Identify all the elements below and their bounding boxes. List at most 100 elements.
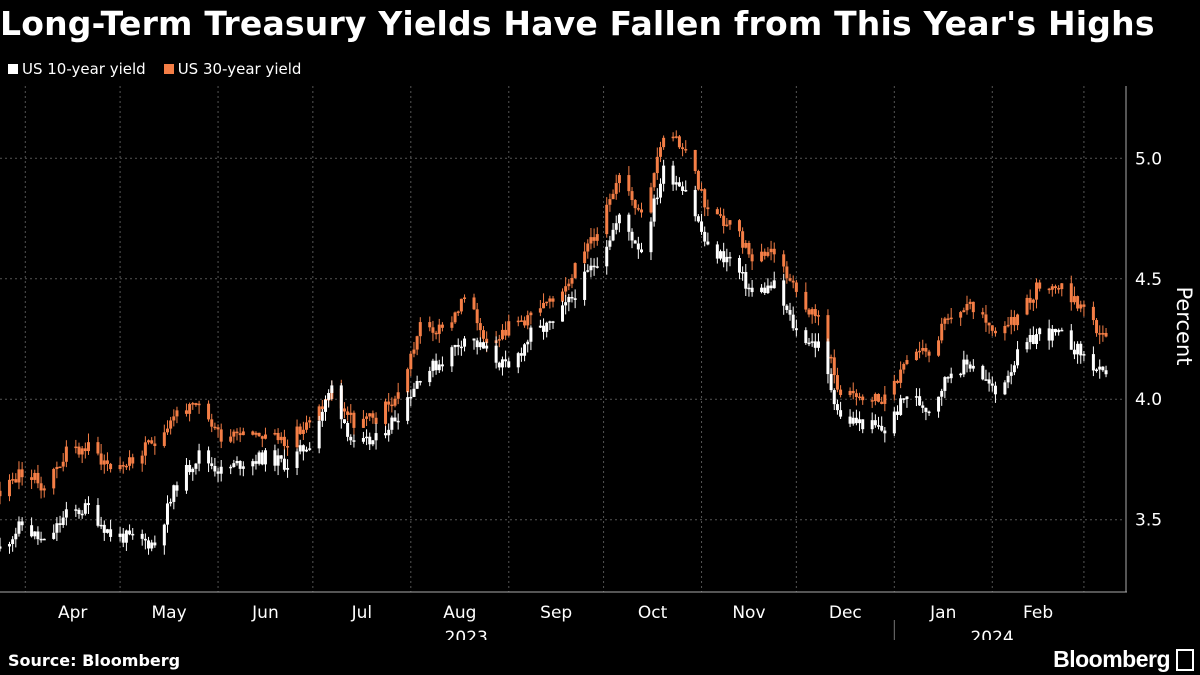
series-30y-bar bbox=[895, 380, 899, 383]
series-10y-bar bbox=[478, 342, 482, 348]
series-30y-bar bbox=[630, 191, 634, 201]
series-30y-bar bbox=[937, 340, 941, 356]
series-30y-bar bbox=[968, 301, 972, 305]
series-30y-bar bbox=[854, 393, 858, 398]
series-30y-bar bbox=[118, 465, 122, 470]
series-30y-bar bbox=[197, 403, 201, 406]
series-10y-bar bbox=[725, 256, 729, 263]
series-10y-bar bbox=[662, 165, 666, 184]
series-10y-bar bbox=[1082, 354, 1086, 356]
series-30y-bar bbox=[254, 432, 258, 435]
series-30y-bar bbox=[589, 237, 593, 244]
series-10y-bar bbox=[899, 398, 903, 415]
series-10y-bar bbox=[608, 240, 612, 247]
series-30y-bar bbox=[943, 318, 947, 324]
series-30y-bar bbox=[605, 204, 609, 235]
series-30y-bar bbox=[456, 311, 460, 313]
series-10y-bar bbox=[1095, 369, 1099, 372]
series-10y-bar bbox=[323, 399, 327, 412]
series-10y-bar bbox=[640, 249, 644, 253]
series-30y-bar bbox=[791, 280, 795, 283]
series-30y-bar bbox=[940, 323, 944, 341]
series-10y-bar bbox=[361, 437, 365, 442]
series-30y-bar bbox=[86, 442, 90, 452]
series-10y-bar bbox=[238, 460, 242, 469]
series-30y-bar bbox=[481, 330, 485, 339]
series-30y-bar bbox=[175, 410, 179, 417]
series-10y-bar bbox=[700, 221, 704, 232]
series-30y-bar bbox=[478, 323, 482, 331]
series-10y-bar bbox=[83, 503, 87, 514]
series-30y-bar bbox=[633, 200, 637, 209]
series-10y-bar bbox=[169, 501, 173, 504]
series-30y-bar bbox=[873, 393, 877, 402]
series-10y-bar bbox=[475, 340, 479, 348]
series-10y-bar bbox=[586, 270, 590, 272]
series-30y-bar bbox=[993, 330, 997, 334]
series-10y-bar bbox=[595, 266, 599, 268]
series-30y-bar bbox=[308, 420, 312, 423]
series-30y-bar bbox=[794, 282, 798, 292]
series-10y-bar bbox=[279, 455, 283, 459]
series-10y-bar bbox=[519, 353, 523, 356]
series-10y-bar bbox=[463, 338, 467, 347]
series-30y-bar bbox=[608, 199, 612, 205]
series-30y-bar bbox=[640, 209, 644, 213]
series-10y-bar bbox=[143, 538, 147, 541]
series-30y-bar bbox=[1060, 283, 1064, 290]
series-30y-bar bbox=[573, 263, 577, 278]
series-10y-bar bbox=[750, 287, 754, 293]
series-10y-bar bbox=[371, 440, 375, 445]
series-10y-bar bbox=[99, 524, 103, 527]
series-10y-bar bbox=[851, 417, 855, 424]
series-10y-bar bbox=[652, 198, 656, 222]
series-30y-bar bbox=[349, 412, 353, 415]
series-10y-bar bbox=[406, 397, 410, 421]
month-label: Dec bbox=[829, 603, 862, 623]
series-30y-bar bbox=[1057, 288, 1061, 290]
series-30y-bar bbox=[390, 404, 394, 407]
series-30y-bar bbox=[260, 436, 264, 439]
series-30y-bar bbox=[1098, 333, 1102, 335]
series-10y-bar bbox=[229, 466, 233, 469]
series-30y-bar bbox=[1101, 332, 1105, 335]
series-10y-bar bbox=[1035, 334, 1039, 344]
series-30y-bar bbox=[235, 431, 239, 434]
series-30y-bar bbox=[614, 183, 618, 194]
series-30y-bar bbox=[529, 312, 533, 316]
series-30y-bar bbox=[169, 420, 173, 429]
series-10y-bar bbox=[918, 396, 922, 406]
series-10y-bar bbox=[165, 503, 169, 525]
series-10y-bar bbox=[984, 379, 988, 381]
series-10y-bar bbox=[140, 533, 144, 539]
series-30y-bar bbox=[317, 406, 321, 421]
series-30y-bar bbox=[636, 208, 640, 210]
series-10y-bar bbox=[320, 411, 324, 421]
series-30y-bar bbox=[33, 472, 37, 480]
series-30y-bar bbox=[611, 193, 615, 200]
series-30y-bar bbox=[1050, 286, 1054, 290]
series-30y-bar bbox=[207, 403, 211, 420]
series-10y-bar bbox=[677, 182, 681, 187]
series-30y-bar bbox=[782, 254, 786, 267]
source-note: Source: Bloomberg bbox=[8, 651, 181, 670]
series-10y-bar bbox=[295, 451, 299, 468]
series-30y-bar bbox=[1012, 316, 1016, 326]
series-30y-bar bbox=[298, 426, 302, 434]
series-10y-bar bbox=[1016, 349, 1020, 366]
series-10y-bar bbox=[962, 359, 966, 375]
series-30y-bar bbox=[728, 220, 732, 225]
series-30y-bar bbox=[519, 320, 523, 322]
series-10y-bar bbox=[437, 364, 441, 371]
series-30y-bar bbox=[276, 432, 280, 441]
series-10y-bar bbox=[86, 503, 90, 506]
series-30y-bar bbox=[567, 283, 571, 287]
series-30y-bar bbox=[99, 453, 103, 465]
series-30y-bar bbox=[725, 224, 729, 227]
series-10y-bar bbox=[276, 455, 280, 466]
series-30y-bar bbox=[848, 390, 852, 395]
series-10y-bar bbox=[260, 452, 264, 465]
series-30y-bar bbox=[229, 436, 233, 442]
series-10y-bar bbox=[184, 464, 188, 491]
series-10y-bar bbox=[924, 407, 928, 412]
